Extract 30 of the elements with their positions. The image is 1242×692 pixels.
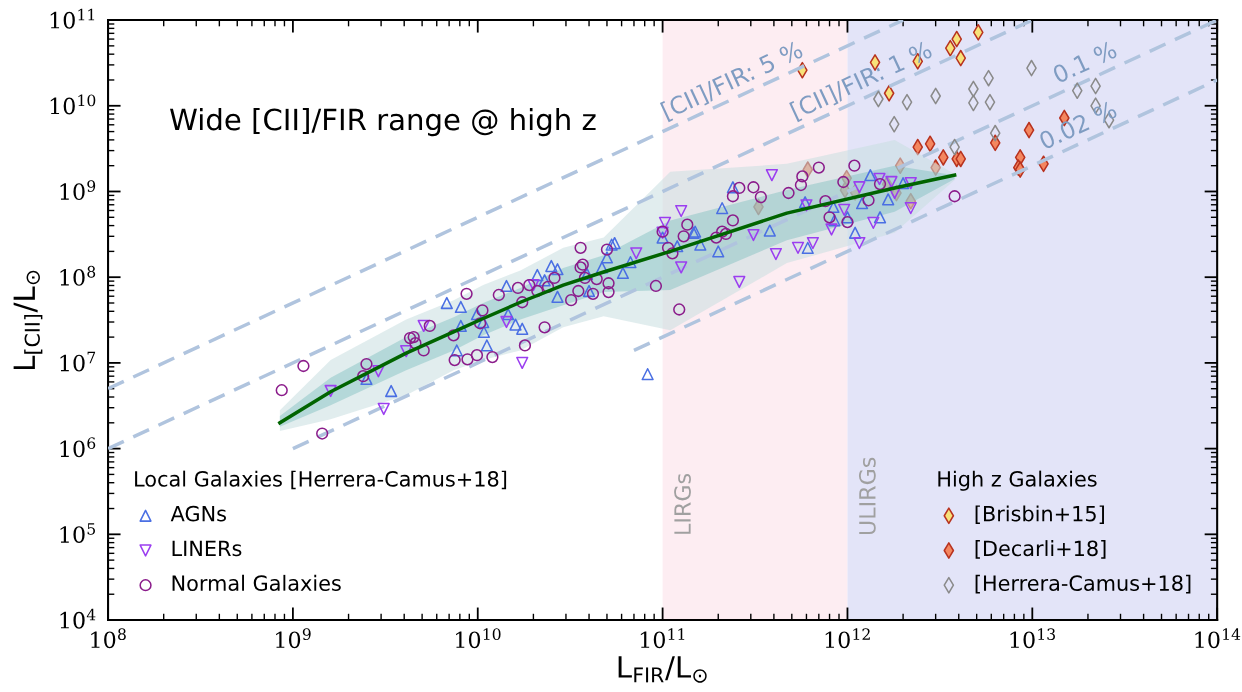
x-tick-label: 10$^{9}$ [276,628,311,649]
legend-label: [Decarli+18] [975,540,1106,559]
y-tick-label: 10$^{4}$ [60,608,96,629]
text: 0.02 % [1038,100,1118,150]
y-axis-title: L$_{[CII]}$/L$_{⊙}$ [13,270,43,370]
legend-label: [Brisbin+15] [975,505,1104,524]
text: Local Galaxies [Herrera-Camus+18] [135,470,507,490]
y-tick-label: 10$^{11}$ [50,8,95,29]
x-tick-label: 10$^{8}$ [91,628,126,649]
x-tick-label: 10$^{11}$ [640,628,685,649]
legend-label: Normal Galaxies [172,574,341,591]
legend-label: [Herrera-Camus+18] [975,574,1191,594]
y-tick-label: 10$^{6}$ [60,437,96,458]
x-tick-label: 10$^{12}$ [825,628,870,649]
band-label: LIRGs [674,473,691,534]
band-label: ULIRGs [858,457,876,535]
x-tick-label: 10$^{10}$ [456,628,501,649]
y-tick-label: 10$^{5}$ [60,523,96,543]
y-tick-label: 10$^{9}$ [60,180,96,201]
legend-label: AGNs [170,505,227,522]
annotation: Wide [CII]/FIR range @ high z [170,107,596,137]
text: High z Galaxies [938,470,1097,491]
y-tick-label: 10$^{10}$ [50,94,96,115]
x-axis-title: L$_{FIR}$/L$_{⊙}$ [618,656,707,683]
text: 0.1 % [1051,40,1118,84]
legend-label: LINERs [172,540,242,557]
x-tick-label: 10$^{13}$ [1010,628,1055,649]
y-tick-label: 10$^{7}$ [60,351,96,372]
y-tick-label: 10$^{8}$ [60,265,96,286]
x-tick-label: 10$^{14}$ [1195,628,1241,649]
